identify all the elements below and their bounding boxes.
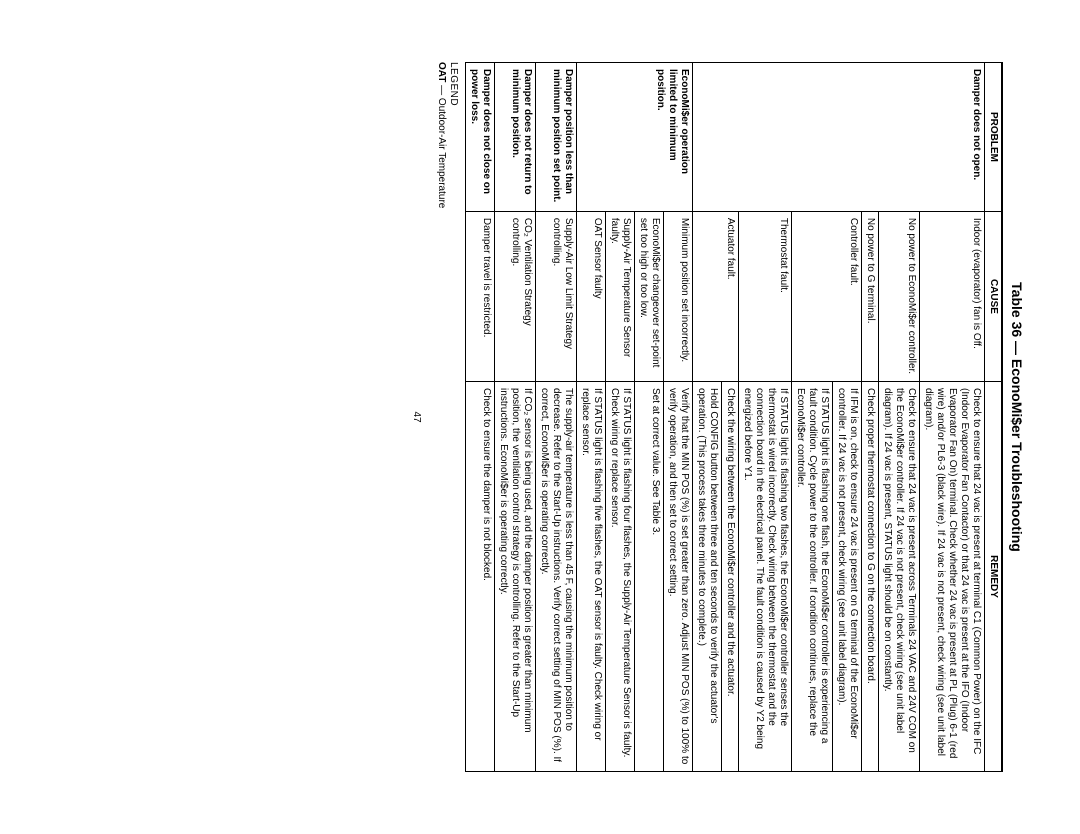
header-remedy: REMEDY xyxy=(985,382,1003,772)
cause-cell: No power to G terminal. xyxy=(862,211,879,381)
remedy-cell: If STATUS light is flashing one flash, t… xyxy=(792,382,833,772)
remedy-cell: Set at correct value. See Table 3. xyxy=(635,382,664,772)
cause-cell: Supply-Air Temperature Sensor faulty. xyxy=(606,211,635,381)
cause-cell: OAT Sensor faulty xyxy=(577,211,606,381)
page-number: 47 xyxy=(411,411,422,422)
remedy-cell: Check to ensure the damper is not blocke… xyxy=(466,382,495,772)
remedy-cell: If STATUS light is flashing four flashes… xyxy=(606,382,635,772)
remedy-cell: If STATUS light is flashing two flashes,… xyxy=(739,382,792,772)
cause-cell: No power to EconoMi$er controller. xyxy=(879,211,920,381)
problem-cell: Damper does not open. xyxy=(693,63,985,212)
remedy-cell: Check proper thermostat connection to G … xyxy=(862,382,879,772)
remedy-cell: If CO₂ sensor is being used, and the dam… xyxy=(495,382,536,772)
problem-cell: Damper does not return to minimum positi… xyxy=(495,63,536,212)
cause-cell: Actuator fault. xyxy=(693,211,739,381)
header-problem: PROBLEM xyxy=(985,63,1003,212)
legend-def: — Outdoor-Air Temperature xyxy=(436,82,447,208)
legend-label: LEGEND xyxy=(448,62,459,208)
cause-cell: Controller fault. xyxy=(792,211,862,381)
remedy-cell: If IFM is on, check to ensure 24 vac is … xyxy=(833,382,862,772)
cause-cell: Supply-Air Low Limit Strategy controllin… xyxy=(536,211,577,381)
problem-cell: Damper does not close on power loss. xyxy=(466,63,495,212)
cause-cell: Indoor (evaporator) fan is Off. xyxy=(920,211,985,381)
cause-cell: EconoMi$er changeover set-point set too … xyxy=(635,211,664,381)
legend-abbr: OAT xyxy=(436,62,447,82)
problem-cell: EconoMi$er operation limited to minimum … xyxy=(577,63,693,212)
troubleshooting-table: PROBLEM CAUSE REMEDY Damper does not ope… xyxy=(465,62,1003,772)
cause-cell: Thermostat fault. xyxy=(739,211,792,381)
legend-entry: OAT — Outdoor-Air Temperature xyxy=(436,62,447,208)
remedy-cell: Verify that the MIN POS (%) is set great… xyxy=(664,382,693,772)
remedy-cell: Check the wiring between the EconoMi$er … xyxy=(722,382,739,772)
table-title: Table 36 — EconoMi$er Troubleshooting xyxy=(1009,282,1025,552)
remedy-cell: Check to ensure that 24 vac is present a… xyxy=(920,382,985,772)
cause-cell: CO₂ Ventilation Strategy controlling. xyxy=(495,211,536,381)
remedy-cell: If STATUS light is flashing five flashes… xyxy=(577,382,606,772)
cause-cell: Damper travel is restricted. xyxy=(466,211,495,381)
header-cause: CAUSE xyxy=(985,211,1003,381)
remedy-cell: Check to ensure that 24 vac is present a… xyxy=(879,382,920,772)
remedy-cell: The supply-air temperature is less than … xyxy=(536,382,577,772)
remedy-cell: Hold CONFIG button between three and ten… xyxy=(693,382,722,772)
cause-cell: Minimum position set incorrectly. xyxy=(664,211,693,381)
problem-cell: Damper position less than minimum positi… xyxy=(536,63,577,212)
legend-block: LEGEND OAT — Outdoor-Air Temperature xyxy=(436,62,459,208)
